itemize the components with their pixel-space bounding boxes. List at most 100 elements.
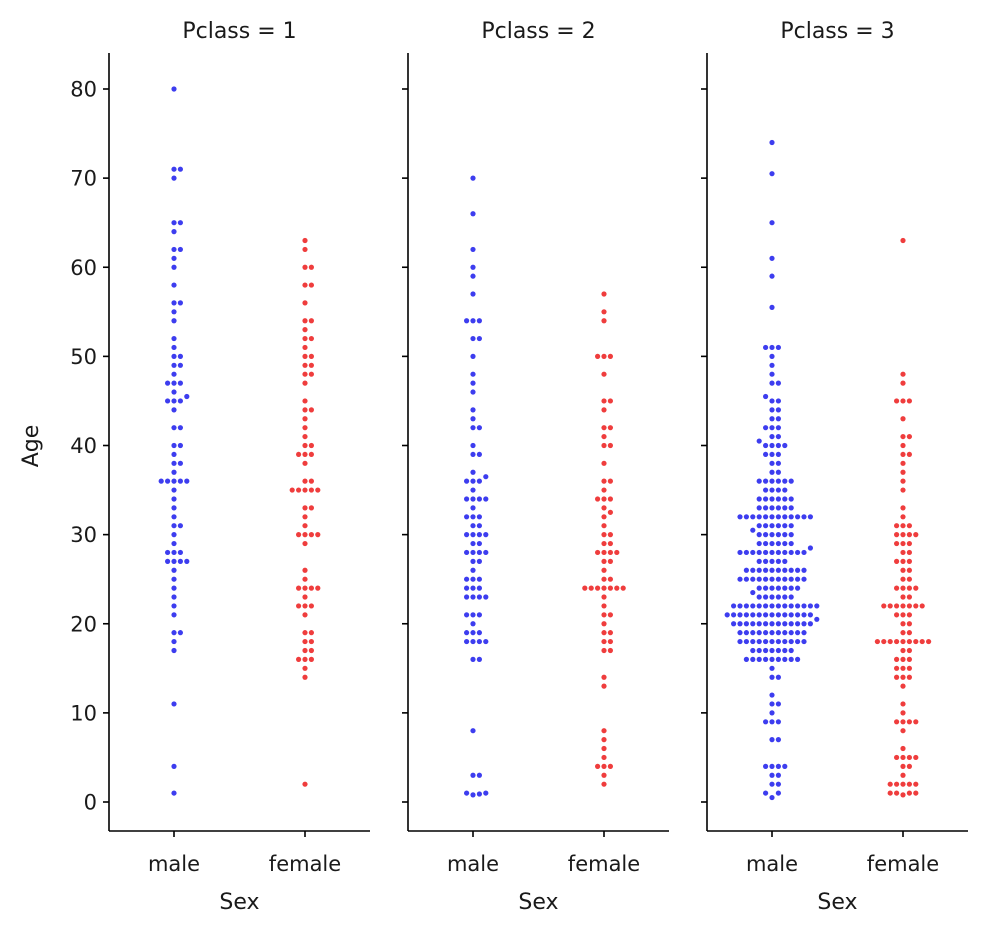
data-point	[470, 594, 476, 600]
data-point	[470, 612, 476, 618]
data-point	[302, 540, 308, 547]
data-point	[302, 398, 308, 404]
panel-title: Pclass = 2	[481, 19, 595, 44]
data-point	[906, 630, 913, 636]
data-point	[769, 719, 775, 725]
data-point	[900, 710, 906, 716]
data-point	[900, 647, 906, 654]
data-point	[296, 603, 302, 609]
data-point	[595, 585, 601, 591]
data-point	[171, 523, 177, 529]
data-point	[906, 754, 913, 761]
data-point	[302, 433, 308, 440]
data-point	[814, 603, 820, 609]
data-point	[302, 318, 308, 324]
data-point	[906, 549, 913, 556]
data-point	[887, 603, 893, 609]
data-point	[756, 656, 762, 663]
data-point	[595, 549, 601, 556]
data-point	[913, 754, 919, 761]
data-point	[308, 318, 314, 324]
data-point	[763, 344, 769, 351]
data-point	[614, 585, 620, 591]
data-point	[483, 496, 489, 502]
data-point	[763, 594, 769, 600]
data-point	[906, 638, 913, 645]
data-point	[900, 792, 906, 798]
data-point	[601, 540, 607, 547]
data-point	[906, 558, 913, 564]
data-point	[470, 318, 476, 324]
data-point	[900, 754, 906, 761]
data-point	[464, 585, 470, 591]
data-point	[171, 318, 177, 324]
data-point	[763, 576, 769, 582]
data-point	[900, 719, 906, 725]
data-point	[601, 478, 607, 484]
data-point	[476, 656, 482, 663]
data-point	[302, 282, 308, 288]
data-point	[184, 558, 190, 564]
data-point	[302, 246, 308, 253]
data-point	[795, 514, 801, 520]
data-point	[894, 612, 900, 618]
data-point	[769, 478, 775, 484]
data-point	[756, 514, 762, 520]
data-point	[171, 353, 177, 359]
data-point	[184, 478, 190, 484]
x-axis-label: Sex	[817, 890, 857, 915]
data-point	[769, 398, 775, 404]
data-point	[763, 451, 769, 458]
x-tick-label: female	[867, 852, 939, 876]
data-point	[308, 487, 314, 493]
data-point	[775, 558, 782, 564]
series-female	[582, 291, 626, 787]
data-point	[470, 451, 476, 458]
data-point	[795, 621, 801, 627]
data-point	[775, 407, 782, 413]
data-point	[763, 478, 769, 484]
data-point	[769, 532, 775, 538]
data-point	[308, 630, 314, 636]
data-point	[737, 603, 743, 609]
data-point	[894, 398, 900, 404]
data-point	[171, 220, 177, 226]
data-point	[782, 549, 788, 556]
data-point	[900, 487, 906, 493]
data-point	[801, 630, 807, 636]
data-point	[302, 603, 308, 609]
y-tick-label: 70	[70, 167, 97, 191]
data-point	[158, 478, 164, 484]
data-point	[769, 496, 775, 502]
y-axis-label: Age	[19, 425, 44, 468]
data-point	[775, 505, 782, 511]
data-point	[769, 442, 775, 449]
data-point	[171, 309, 177, 315]
data-point	[900, 674, 906, 680]
data-point	[900, 433, 906, 440]
data-point	[470, 514, 476, 520]
data-point	[763, 558, 769, 564]
data-point	[775, 737, 782, 743]
data-point	[476, 523, 482, 529]
data-point	[476, 549, 482, 556]
data-point	[315, 532, 321, 538]
data-point	[302, 407, 308, 413]
data-point	[769, 585, 775, 591]
data-point	[894, 585, 900, 591]
data-point	[308, 656, 314, 663]
data-point	[171, 264, 177, 270]
data-point	[795, 567, 801, 573]
data-point	[795, 630, 801, 636]
data-point	[470, 523, 476, 529]
data-point	[769, 425, 775, 431]
data-point	[913, 790, 919, 796]
data-point	[750, 589, 756, 596]
data-point	[763, 549, 769, 556]
data-point	[782, 594, 788, 600]
y-tick-label: 0	[84, 791, 97, 815]
data-point	[775, 478, 782, 484]
data-point	[171, 701, 177, 707]
data-point	[775, 656, 782, 663]
data-point	[756, 594, 762, 600]
